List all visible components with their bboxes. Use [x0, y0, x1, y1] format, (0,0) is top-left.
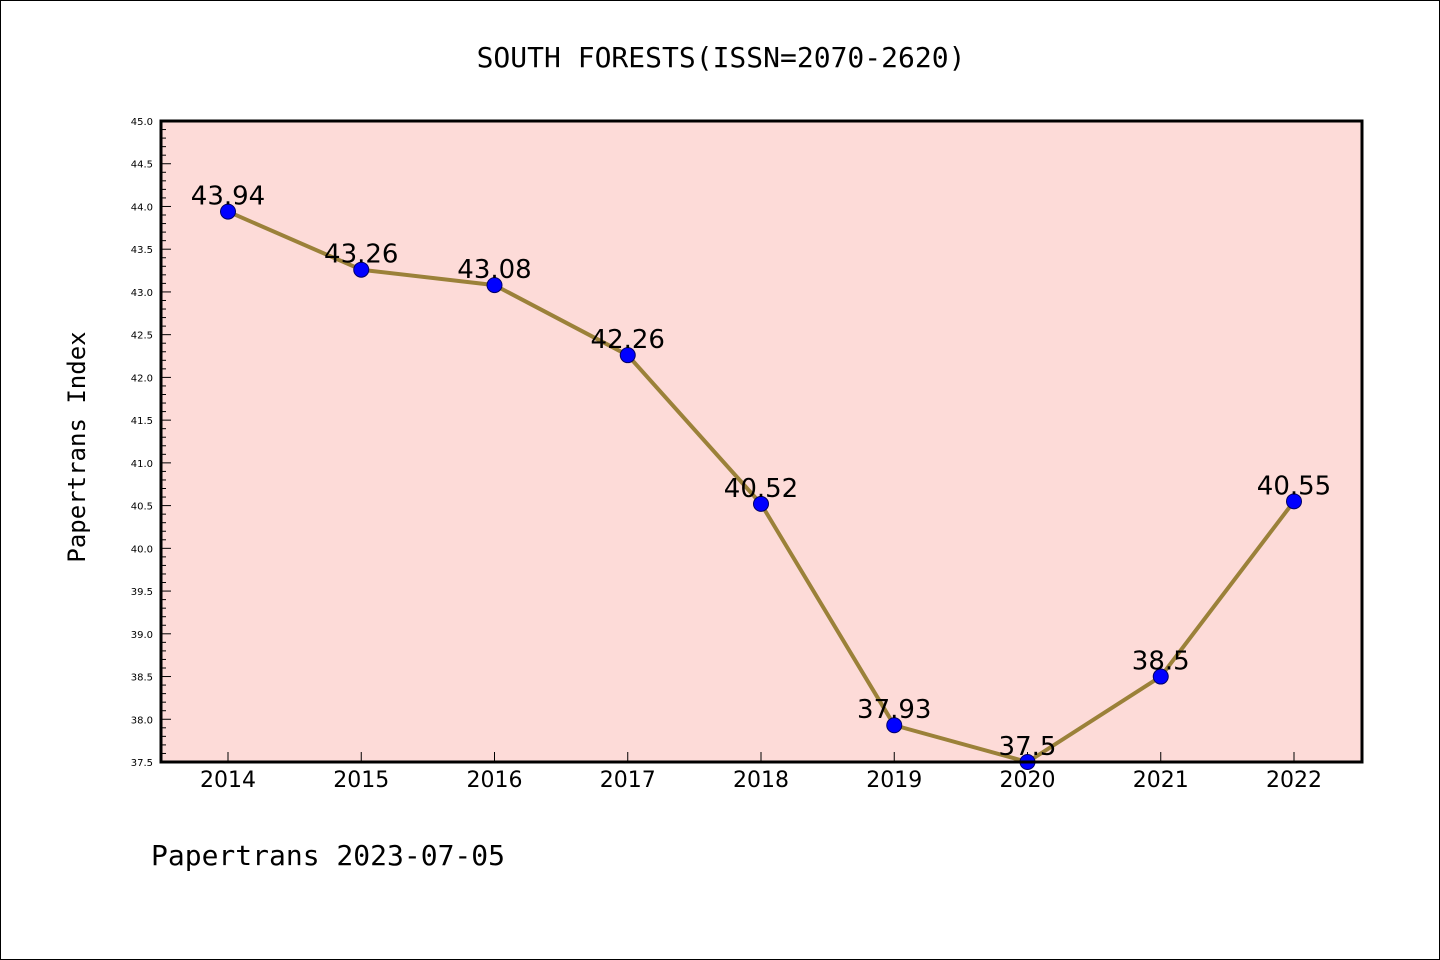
y-tick-label: 44.0 — [131, 202, 153, 213]
data-point — [753, 495, 769, 512]
data-label: 43.94 — [191, 182, 265, 212]
x-tick-label: 2015 — [333, 768, 389, 793]
y-tick-label: 44.5 — [131, 160, 153, 171]
data-point — [1286, 493, 1302, 510]
y-tick-label: 42.0 — [131, 373, 153, 384]
data-label: 40.55 — [1257, 471, 1331, 501]
y-axis-label: Papertrans Index — [63, 331, 91, 562]
data-point — [353, 261, 370, 278]
data-label: 43.26 — [324, 240, 398, 270]
plot-area — [161, 121, 1362, 762]
x-tick-label: 2017 — [600, 768, 656, 793]
x-tick-label: 2019 — [866, 768, 922, 793]
data-labels: 43.94 43.26 43.08 42.26 40.52 37.93 37.5 38.5 40… — [191, 182, 1331, 762]
x-tick-label: 2022 — [1266, 768, 1322, 793]
data-label: 37.5 — [999, 732, 1057, 762]
y-axis: 37.5 38.0 38.5 39.0 39.5 40.0 40.5 41.0 41.5 42.0… — [131, 117, 171, 769]
x-axis: 2014 2015 2016 2017 2018 2019 2020 2021 2022 — [200, 752, 1322, 793]
data-point — [886, 717, 903, 734]
x-tick-label: 2018 — [733, 768, 789, 793]
data-label: 40.52 — [724, 474, 798, 504]
data-label: 42.26 — [591, 325, 665, 355]
x-tick-label: 2020 — [1000, 768, 1056, 793]
data-point — [1152, 668, 1169, 685]
plot-frame — [159, 119, 1364, 764]
y-tick-label: 40.5 — [131, 502, 153, 513]
y-tick-label: 38.5 — [131, 673, 153, 684]
y-tick-label: 41.0 — [131, 459, 153, 470]
data-label: 43.08 — [457, 255, 531, 285]
chart-title: SOUTH FORESTS(ISSN=2070-2620) — [477, 41, 966, 74]
y-tick-label: 42.5 — [131, 331, 153, 342]
y-tick-label: 45.0 — [131, 117, 153, 128]
y-tick-label: 43.0 — [131, 288, 153, 299]
footer-date: Papertrans 2023-07-05 — [151, 839, 505, 872]
y-tick-label: 43.5 — [131, 245, 153, 256]
data-point — [619, 347, 636, 364]
data-label: 38.5 — [1132, 647, 1190, 677]
data-label: 37.93 — [857, 695, 931, 725]
data-point — [486, 277, 503, 294]
y-tick-label: 39.0 — [131, 630, 153, 641]
y-tick-label: 39.5 — [131, 587, 153, 598]
data-markers — [220, 203, 1302, 770]
y-tick-label: 38.0 — [131, 715, 153, 726]
x-tick-label: 2021 — [1133, 768, 1189, 793]
data-point — [220, 203, 236, 220]
x-tick-label: 2016 — [467, 768, 523, 793]
y-tick-label: 41.5 — [131, 416, 153, 427]
y-tick-label: 40.0 — [131, 544, 153, 555]
x-tick-label: 2014 — [200, 768, 256, 793]
y-tick-label: 37.5 — [131, 758, 153, 769]
